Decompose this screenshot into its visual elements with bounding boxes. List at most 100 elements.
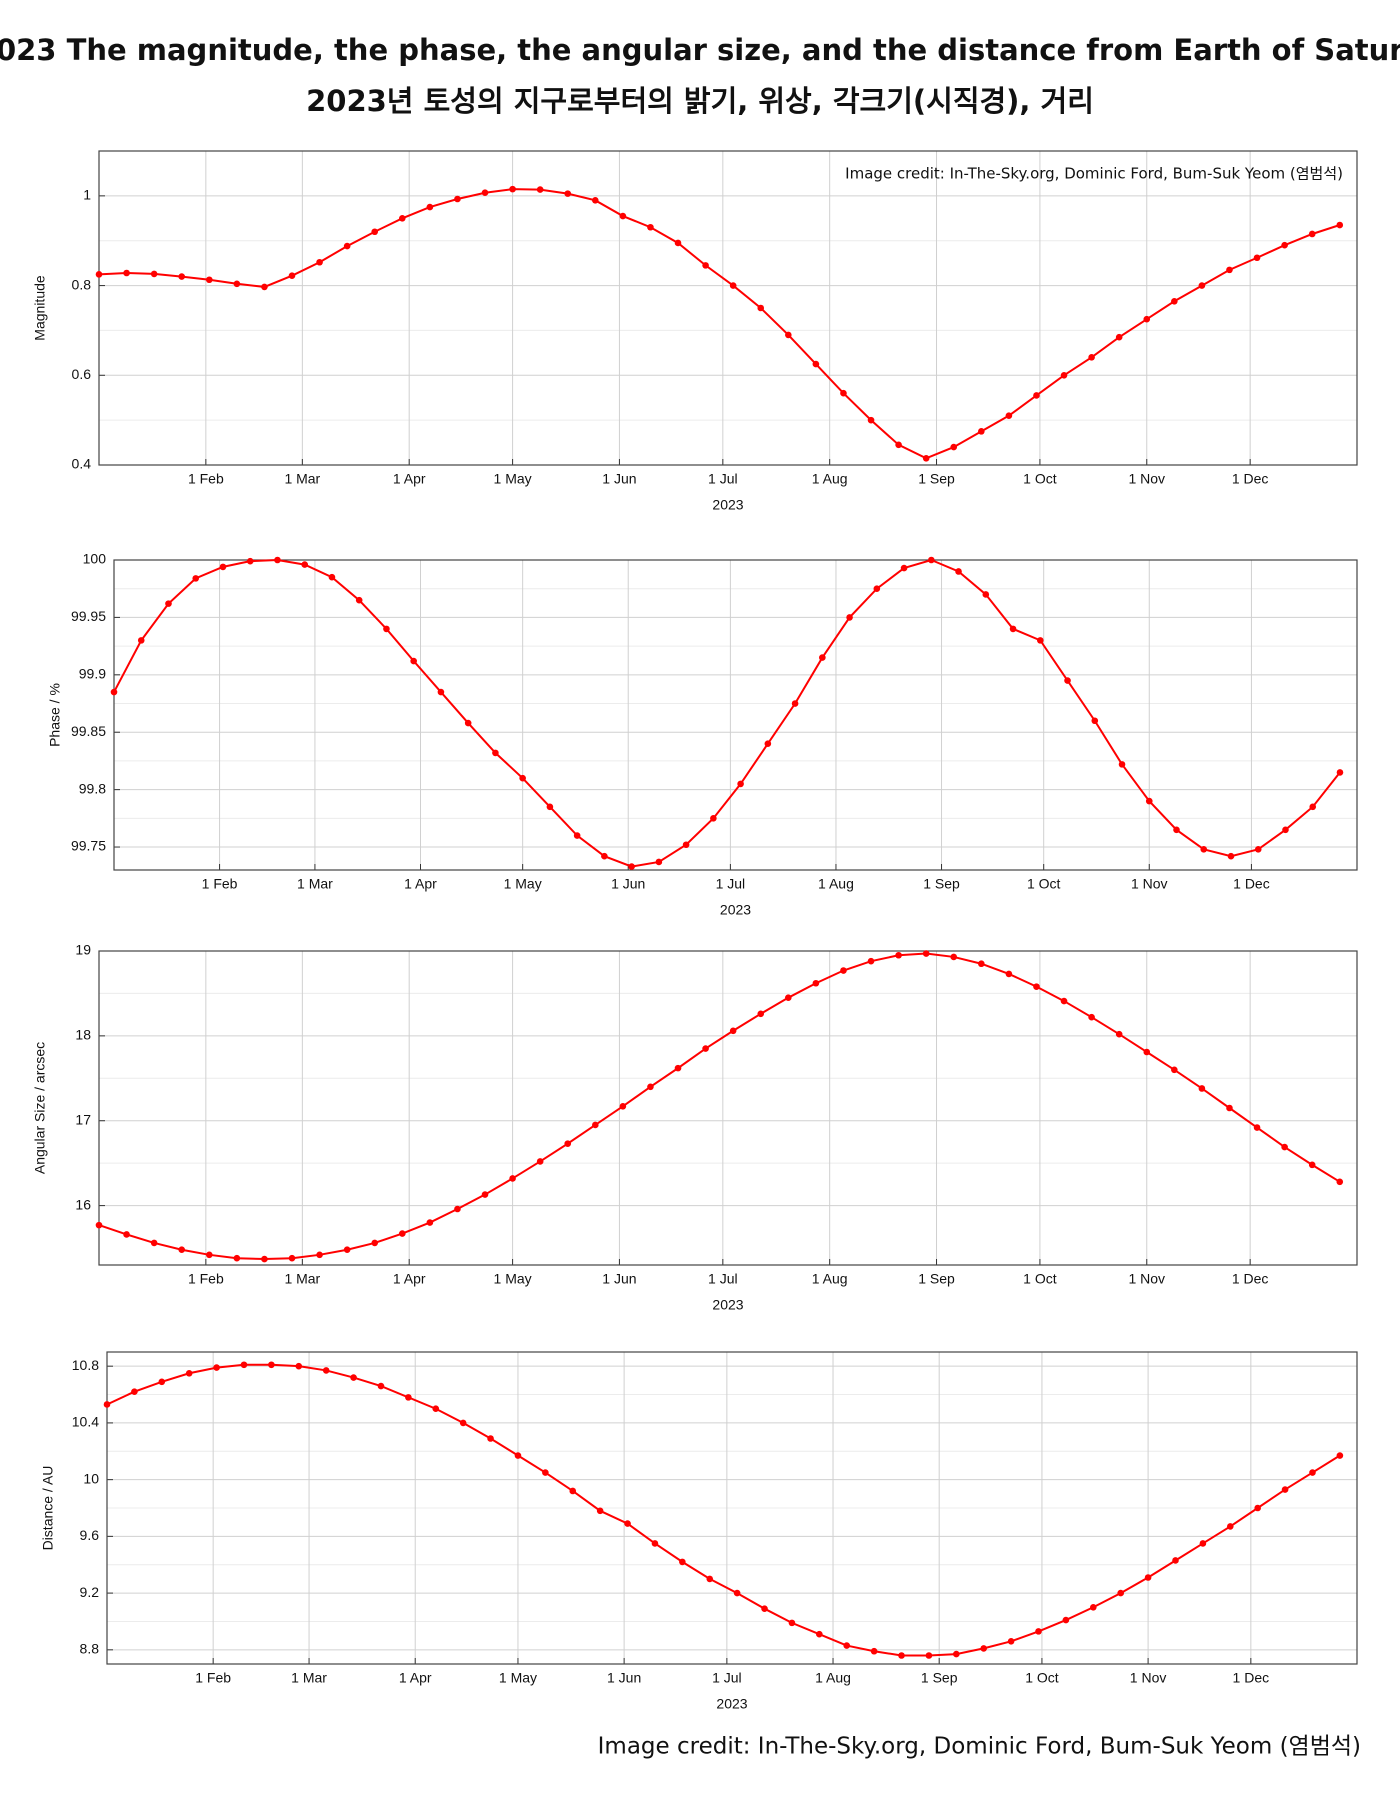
x-tick-label: 1 Dec: [1232, 471, 1269, 487]
data-point: [437, 688, 445, 696]
data-point: [922, 454, 930, 462]
data-point: [702, 262, 709, 269]
data-point: [950, 443, 958, 451]
data-point: [953, 1650, 960, 1658]
x-tick-label: 1 Oct: [1023, 471, 1057, 487]
data-point: [679, 1558, 686, 1566]
data-point: [322, 1367, 330, 1374]
data-point: [185, 1369, 193, 1377]
y-tick-label: 16: [75, 1196, 91, 1212]
data-point: [1336, 1178, 1344, 1186]
data-point: [592, 197, 599, 204]
data-point: [1009, 625, 1017, 633]
data-point: [1088, 354, 1095, 361]
x-tick-label: 1 Oct: [1025, 1670, 1059, 1686]
data-point: [980, 1645, 988, 1652]
x-tick-label: 1 Apr: [404, 876, 437, 892]
x-tick-label: 1 Feb: [188, 471, 224, 487]
data-point: [1172, 1557, 1179, 1564]
data-point: [564, 190, 572, 197]
data-point: [546, 803, 554, 811]
x-tick-label: 1 Nov: [1128, 1271, 1165, 1287]
data-point: [464, 719, 472, 727]
data-point: [757, 1010, 765, 1018]
x-tick-label: 1 Mar: [284, 471, 320, 487]
data-point: [1198, 1085, 1206, 1092]
data-point: [103, 1401, 111, 1408]
data-point: [1005, 970, 1013, 978]
data-point: [1143, 1048, 1151, 1056]
data-point: [492, 749, 499, 757]
data-point: [1035, 1628, 1042, 1635]
data-point: [261, 1255, 268, 1263]
data-point: [729, 282, 737, 289]
data-point: [1060, 997, 1068, 1005]
y-tick-label: 99.95: [71, 608, 106, 624]
data-point: [131, 1388, 138, 1396]
data-point: [426, 1219, 434, 1226]
x-axis-label: 2023: [712, 1297, 743, 1313]
data-point: [219, 563, 227, 571]
data-point: [110, 688, 118, 696]
data-point: [1309, 803, 1317, 811]
x-tick-label: 1 Jun: [602, 471, 636, 487]
data-point: [178, 1246, 186, 1254]
data-point: [840, 967, 847, 974]
data-point: [301, 561, 309, 568]
data-point: [509, 185, 516, 193]
x-tick-label: 1 Feb: [202, 876, 238, 892]
data-point: [192, 575, 200, 582]
data-point: [925, 1652, 933, 1659]
data-point: [785, 331, 792, 339]
y-tick-label: 99.8: [79, 780, 106, 796]
data-point: [150, 270, 158, 278]
data-point: [761, 1605, 768, 1612]
data-point: [840, 389, 847, 397]
data-point: [1033, 983, 1040, 990]
y-tick-label: 10.8: [72, 1357, 99, 1373]
x-tick-label: 1 Sep: [918, 1271, 955, 1287]
data-point: [1281, 1143, 1288, 1151]
y-tick-label: 10: [83, 1470, 99, 1486]
data-point: [261, 283, 268, 291]
x-tick-label: 1 Nov: [1128, 471, 1165, 487]
x-tick-label: 1 Feb: [195, 1670, 231, 1686]
data-point: [454, 195, 461, 203]
page-subtitle: 2023년 토성의 지구로부터의 밝기, 위상, 각크기(시직경), 거리: [306, 84, 1094, 118]
data-point: [383, 625, 390, 633]
data-point: [1171, 1066, 1178, 1074]
data-point: [165, 600, 172, 607]
data-point: [268, 1361, 275, 1369]
subplot: 99.75 99.8 99.85 99.9 99.95 100 1 Feb 1 Mar 1 Ap…: [47, 551, 1358, 918]
x-tick-label: 1 Aug: [812, 1271, 848, 1287]
data-line: [106, 1363, 1341, 1657]
data-point: [328, 573, 336, 581]
x-axis-label: 2023: [716, 1696, 747, 1712]
data-point: [1088, 1013, 1095, 1021]
data-point: [873, 585, 881, 593]
x-axis-label: 2023: [720, 902, 751, 918]
data-point: [737, 780, 744, 788]
x-tick-label: 1 Dec: [1233, 1670, 1270, 1686]
y-tick-label: 0.6: [72, 366, 92, 382]
data-point: [274, 556, 281, 564]
data-point: [710, 815, 717, 822]
data-point: [978, 428, 985, 435]
data-point: [895, 441, 902, 449]
data-point: [1118, 761, 1126, 768]
x-tick-label: 1 Oct: [1027, 876, 1061, 892]
data-point: [1145, 797, 1153, 805]
data-point: [1144, 1574, 1152, 1581]
data-point: [867, 416, 875, 424]
data-point: [870, 1647, 878, 1655]
y-axis-label: Magnitude: [32, 275, 48, 341]
data-point: [150, 1239, 158, 1247]
data-point: [619, 1103, 627, 1110]
data-point: [487, 1435, 494, 1442]
data-point: [213, 1364, 220, 1371]
data-point: [922, 950, 930, 957]
data-point: [573, 832, 581, 839]
data-point: [205, 1251, 213, 1259]
data-point: [1226, 1104, 1233, 1112]
data-point: [1033, 392, 1040, 399]
